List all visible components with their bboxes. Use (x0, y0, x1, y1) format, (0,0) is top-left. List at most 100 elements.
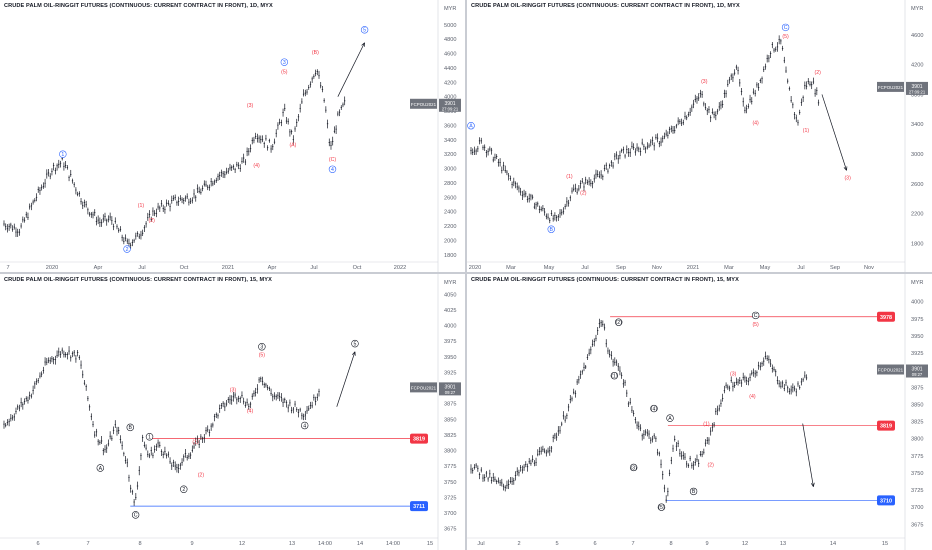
wave-label-text: (5) (281, 69, 288, 75)
wave-label[interactable]: (2) (580, 191, 587, 197)
wave-label[interactable]: A (666, 414, 674, 422)
wave-label[interactable]: 2 (180, 485, 188, 493)
wave-label[interactable]: (3) (230, 388, 237, 394)
wave-label[interactable]: (1) (566, 174, 573, 180)
x-tick-label: 8 (669, 541, 672, 547)
x-tick-label: Jul (310, 265, 317, 271)
panel-divider-vertical[interactable] (465, 0, 467, 550)
chart-svg-top-right[interactable]: MYR 1800 2200 2600 3000 3400 3800 4200 4600 2020 M… (467, 0, 932, 272)
chart-panel-top-right[interactable]: CRUDE PALM OIL-RINGGIT FUTURES (CONTINUO… (467, 0, 932, 272)
wave-label[interactable]: (1) (610, 371, 619, 379)
wave-label[interactable]: (4) (247, 408, 254, 414)
chart-svg-bottom-left[interactable]: MYR3675370037253750377538003825385038753… (0, 274, 465, 550)
wave-label[interactable]: 3 (280, 58, 289, 66)
wave-label[interactable]: (1) (138, 203, 145, 209)
wave-circle-icon (258, 343, 266, 351)
wave-label-text: (4) (247, 408, 254, 414)
x-tick-label: 9 (190, 541, 193, 547)
wave-label[interactable]: (2) (708, 463, 715, 469)
forecast-arrow[interactable] (821, 94, 847, 171)
y-tick-label: 4600 (444, 52, 456, 58)
wave-label-text: B (129, 425, 133, 431)
wave-label[interactable]: (5) (752, 322, 759, 328)
y-tick-label: 3825 (911, 420, 923, 426)
wave-label[interactable]: (1) (192, 440, 199, 446)
wave-label[interactable]: 3 (258, 343, 266, 351)
wave-label[interactable]: (3) (701, 79, 708, 85)
arrow-head-icon (361, 42, 365, 47)
wave-label-text: (4) (651, 406, 658, 412)
wave-label[interactable]: (1) (703, 421, 710, 427)
wave-label[interactable]: C (751, 311, 760, 320)
y-tick-label: 3725 (444, 495, 456, 501)
chart-panel-bottom-right[interactable]: CRUDE PALM OIL-RINGGIT FUTURES (CONTINUO… (467, 274, 932, 550)
wave-label[interactable]: 1 (59, 150, 67, 158)
symbol-box (877, 364, 904, 375)
wave-label[interactable]: 5 (360, 26, 369, 34)
x-tick-label: Jul (477, 541, 484, 547)
wave-label[interactable]: C (131, 511, 140, 519)
wave-label[interactable]: 2 (123, 245, 131, 253)
wave-circle-icon (547, 225, 555, 233)
wave-label[interactable]: (3) (629, 463, 638, 471)
y-tick-label: 3950 (444, 355, 456, 361)
forecast-arrow[interactable] (802, 423, 814, 487)
wave-label[interactable]: (B) (312, 50, 319, 56)
wave-label[interactable]: (2) (198, 473, 205, 479)
symbol-box (410, 98, 437, 109)
y-tick-label: 3875 (444, 402, 456, 408)
y-tick-label: 4800 (444, 37, 456, 43)
wave-label[interactable]: (2) (815, 70, 822, 76)
wave-label[interactable]: 4 (328, 165, 337, 173)
wave-label[interactable]: (4) (749, 394, 756, 400)
wave-label[interactable]: (2) (614, 318, 623, 326)
wave-label[interactable]: (2) (148, 218, 155, 224)
y-tick-label: 2800 (444, 181, 456, 187)
panel-divider-horizontal[interactable] (0, 272, 932, 274)
wave-label[interactable]: 4 (300, 421, 309, 429)
wave-label[interactable]: B (126, 423, 134, 431)
wave-label[interactable]: (3) (247, 103, 254, 109)
y-tick-label: 3800 (911, 437, 923, 443)
y-tick-label: 3925 (911, 351, 923, 357)
wave-circle-icon (751, 311, 760, 320)
y-tick-label: 2200 (444, 224, 456, 230)
level-value: 3710 (880, 498, 892, 504)
y-tick-label: 2400 (444, 210, 456, 216)
wave-label[interactable]: 5 (351, 339, 359, 347)
wave-label[interactable]: A (96, 464, 105, 472)
wave-label[interactable]: (A) (289, 143, 296, 149)
y-tick-label: 3925 (444, 370, 456, 376)
wave-label[interactable]: (4) (650, 404, 658, 412)
y-tick-label: 3775 (444, 464, 456, 470)
wave-label[interactable]: (3) (730, 371, 737, 377)
wave-label[interactable]: (5) (259, 353, 266, 359)
wave-label[interactable]: (5) (782, 34, 789, 40)
chart-svg-top-left[interactable]: MYR 1800 2000 2200 2400 2600 2800 3000 3200 3400 3… (0, 0, 465, 272)
chart-svg-bottom-right[interactable]: MYR 3675 3700 3725 3750 3775 3800 3825 3850 3875 3… (467, 274, 932, 550)
wave-label[interactable]: C (781, 23, 790, 31)
forecast-arrow[interactable] (336, 351, 356, 407)
level-tag (877, 311, 895, 322)
wave-label[interactable]: (5) (281, 69, 288, 75)
chart-panel-bottom-left[interactable]: CRUDE PALM OIL-RINGGIT FUTURES (CONTINUO… (0, 274, 465, 550)
wave-circle-icon (666, 414, 674, 422)
wave-label[interactable]: (3) (844, 176, 851, 182)
wave-label[interactable]: (1) (803, 128, 810, 134)
wave-label[interactable]: A (467, 122, 475, 130)
y-tick-label: 3975 (444, 339, 456, 345)
price-value: 3901 (444, 384, 455, 390)
forecast-arrow[interactable] (337, 42, 365, 97)
wave-label[interactable]: (5) (657, 503, 666, 511)
wave-circle-icon (145, 433, 154, 441)
wave-label[interactable]: (C) (329, 157, 336, 163)
wave-label[interactable]: B (547, 225, 555, 233)
chart-panel-top-left[interactable]: CRUDE PALM OIL-RINGGIT FUTURES (CONTINUO… (0, 0, 465, 272)
wave-label-text: (4) (749, 394, 756, 400)
wave-label[interactable]: (4) (752, 121, 759, 127)
wave-label[interactable]: 1 (145, 433, 154, 441)
wave-label[interactable]: (4) (253, 163, 260, 169)
x-tick-label: Apr (268, 265, 277, 271)
wave-label[interactable]: B (689, 487, 698, 495)
